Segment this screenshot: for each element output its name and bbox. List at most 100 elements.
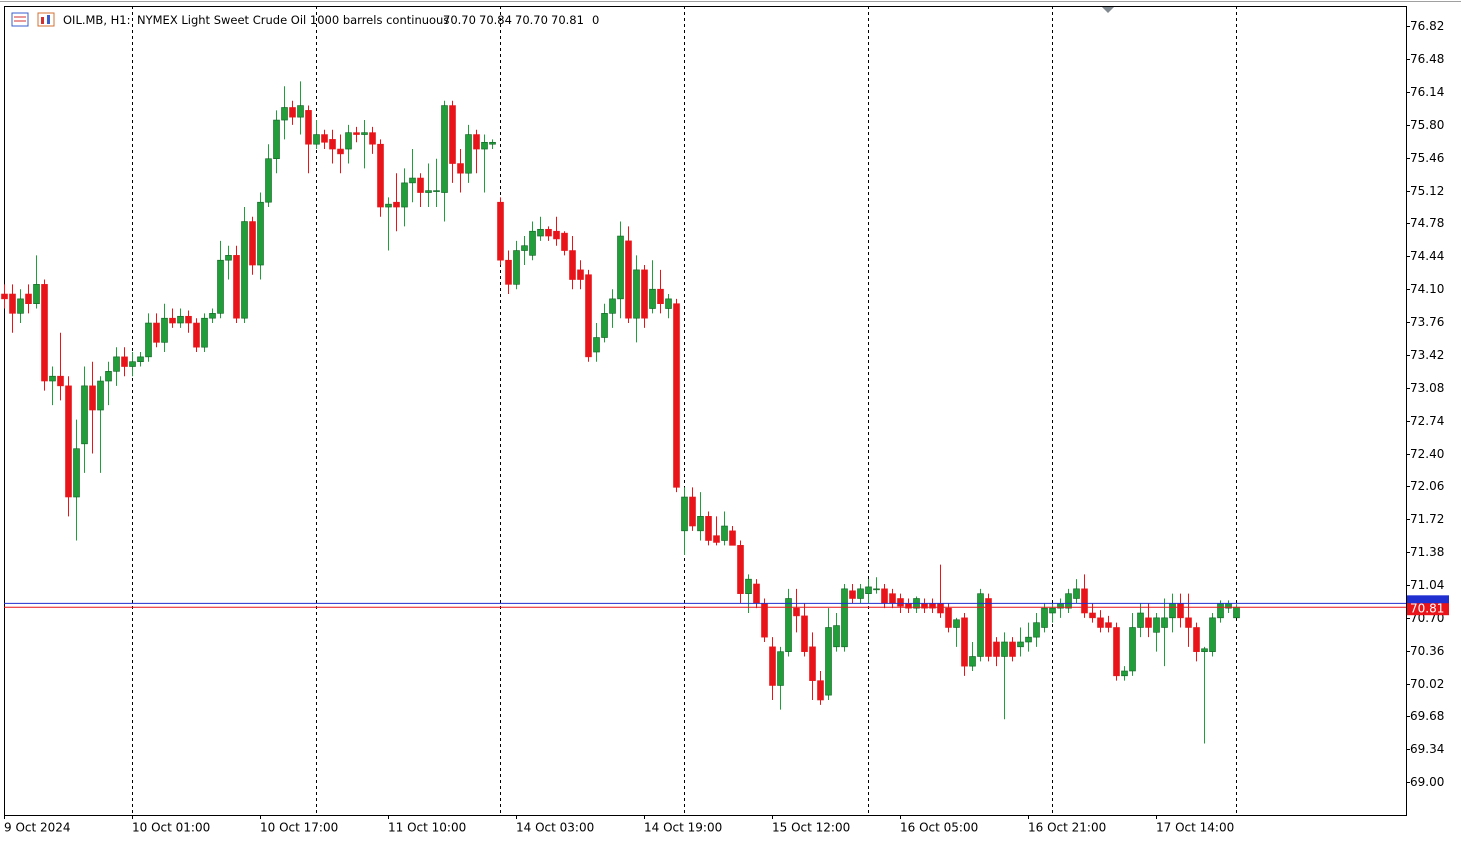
y-tick-label: 75.12 [1410,184,1444,198]
candle-body [1017,641,1024,648]
candle-body [1089,612,1096,619]
candle-body [481,141,488,150]
candle-body [209,313,216,319]
plot-area [1,6,1240,815]
candle-body [401,182,408,208]
candle-body [609,298,616,314]
candle-body [889,593,896,604]
candle-body [1161,617,1168,628]
candle-body [625,240,632,319]
y-tick-label: 69.00 [1410,775,1444,789]
candle-body [841,588,848,648]
bid-box [1407,603,1449,616]
candle-body [1121,670,1128,677]
candle-body [593,337,600,353]
candle-body [649,288,656,309]
candle-body [665,298,672,309]
candle-body [145,322,152,358]
candle-body [321,134,328,143]
header-low: 70.70 [515,13,548,27]
candle-body [385,203,392,208]
candle-body [817,680,824,701]
x-tick-label: 10 Oct 17:00 [260,821,338,835]
candle-body [881,588,888,604]
candle-body [769,646,776,686]
candle-body [1153,617,1160,633]
candle-body [689,496,696,527]
candle-body [809,646,816,681]
candle-body [1009,641,1016,657]
candle-body [113,356,120,372]
candle-body [873,588,880,591]
y-tick-label: 75.80 [1410,118,1444,132]
candle-body [449,105,456,164]
y-tick-label: 71.38 [1410,545,1444,559]
candle-body [849,590,856,599]
candle-body [721,525,728,541]
candle-body [753,583,760,604]
bid-label: 70.81 [1410,602,1444,616]
candle-body [513,250,520,285]
candle-body [393,201,400,208]
candle-body [1025,636,1032,643]
candle-body [377,143,384,208]
candle-body [785,598,792,652]
candle-body [761,603,768,638]
candle-body [961,617,968,667]
candle-body [865,586,872,594]
candle-body [337,148,344,155]
candle-body [329,139,336,150]
candle-body [945,607,952,628]
candle-body [585,274,592,358]
candle-body [177,315,184,324]
candle-body [257,201,264,266]
candle-body [57,375,64,387]
candle-body [601,313,608,338]
y-tick-label: 73.42 [1410,348,1444,362]
candle-body [489,141,496,145]
candle-body [289,107,296,118]
candle-body [1081,588,1088,614]
x-tick-label: 16 Oct 05:00 [900,821,978,835]
candle-body [465,134,472,174]
x-tick-label: 10 Oct 01:00 [132,821,210,835]
candle-body [697,516,704,532]
icon [37,12,55,27]
candle-body [1233,606,1240,619]
y-tick-label: 76.48 [1410,52,1444,66]
candle-body [673,303,680,488]
y-tick-label: 75.46 [1410,151,1444,165]
candle-body [1041,607,1048,628]
candle-body [41,284,48,382]
x-tick-label: 16 Oct 21:00 [1028,821,1106,835]
candle-body [73,448,80,498]
candle-body [793,607,800,617]
header: OIL.MB, H1: NYMEX Light Sweet Crude Oil … [63,13,599,27]
candle-body [1097,617,1104,628]
shift-marker [1102,7,1114,13]
candle-body [1185,617,1192,628]
candle-body [545,228,552,237]
candle-body [185,315,192,324]
candle-body [1129,627,1136,672]
candle-body [121,356,128,367]
candle-body [857,588,864,599]
candle-body [577,269,584,280]
candle-body [217,259,224,314]
candle-body [409,177,416,184]
candle-body [1217,603,1224,619]
candle-body [1209,617,1216,652]
candle-body [25,293,32,304]
candle-body [473,134,480,150]
candle-body [617,235,624,300]
candle-body [361,132,368,135]
candle-body [529,230,536,256]
plot-frame [4,6,1407,816]
candle-body [1105,622,1112,628]
candle-body [441,105,448,193]
candle-body [745,578,752,594]
header-high: 70.84 [479,13,512,27]
y-tick-label: 74.44 [1410,249,1444,263]
